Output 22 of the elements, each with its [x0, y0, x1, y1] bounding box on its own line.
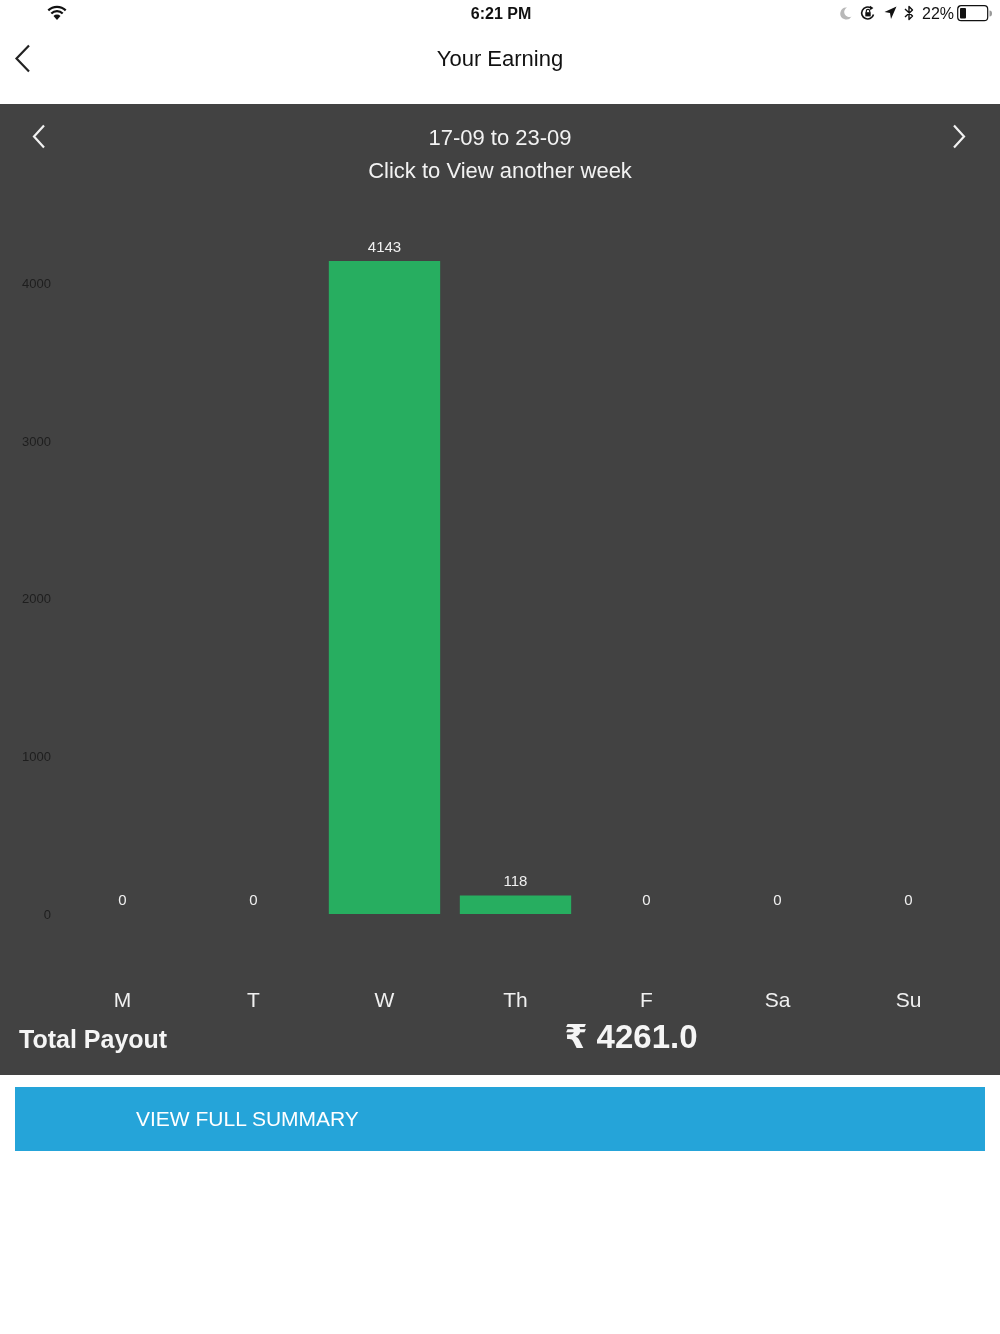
x-tick-label: Sa — [764, 988, 791, 1011]
text: Your Earning — [436, 46, 564, 71]
x-tick-label: F — [640, 988, 653, 1011]
data-label: 0 — [118, 891, 127, 908]
text: ₹ 4261.0 — [564, 1018, 698, 1055]
summary-button[interactable]: VIEW FULL SUMMARY — [15, 1087, 985, 1151]
x-tick-label: Su — [895, 988, 922, 1011]
x-tick-label: M — [113, 988, 132, 1011]
text: Total Payout — [19, 1025, 168, 1053]
x-tick-label: Th — [503, 988, 528, 1011]
data-label: 4143 — [367, 238, 402, 255]
chart-title: 17-09 to 23-09 — [428, 124, 572, 150]
data-label: 0 — [642, 891, 651, 908]
data-label: 0 — [773, 891, 782, 908]
data-label: 0 — [904, 891, 913, 908]
x-tick-label: T — [247, 988, 261, 1011]
data-label: 118 — [503, 872, 528, 890]
text: 22% — [921, 5, 955, 22]
data-label: 0 — [249, 891, 258, 908]
text: 6:21 PM — [470, 5, 532, 22]
chart-subtitle: Click to View another week — [368, 157, 633, 183]
x-tick-label: W — [374, 988, 395, 1011]
